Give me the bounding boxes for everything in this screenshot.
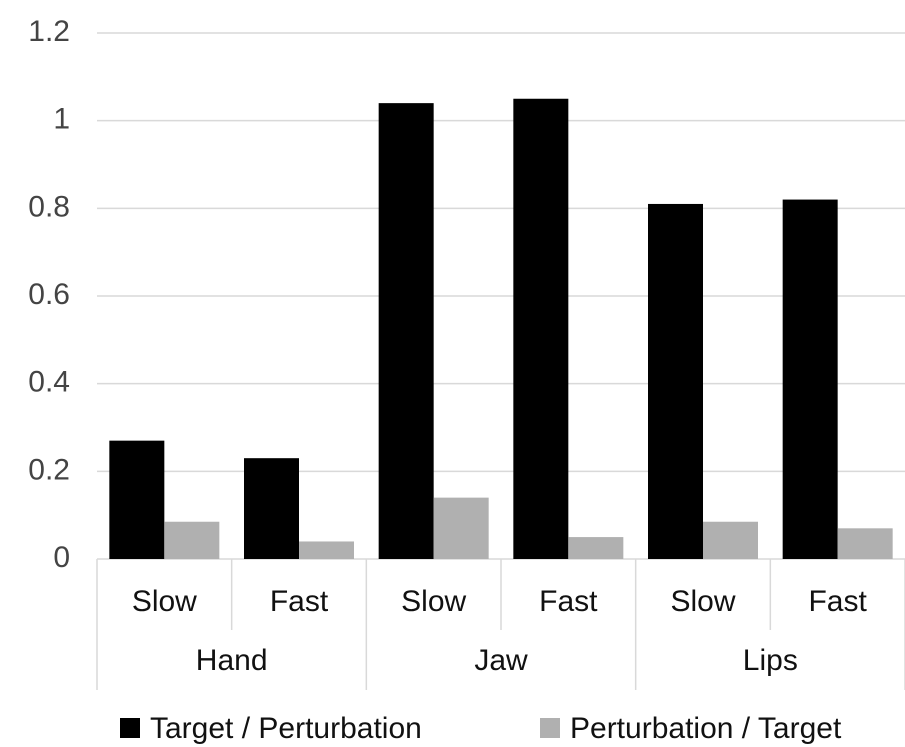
- bar: [433, 497, 489, 559]
- y-tick-label: 0: [53, 541, 70, 574]
- bar: [244, 458, 299, 559]
- x-tick-label: Fast: [808, 585, 867, 618]
- legend-label: Perturbation / Target: [570, 712, 842, 745]
- legend-swatch: [540, 718, 560, 738]
- y-tick-label: 0.6: [28, 278, 70, 311]
- x-tick-label: Slow: [670, 585, 735, 618]
- bar: [513, 98, 569, 559]
- legend-swatch: [120, 718, 140, 738]
- group-label: Jaw: [474, 644, 528, 677]
- bar: [299, 541, 354, 559]
- bar: [837, 528, 893, 559]
- bar: [164, 521, 220, 559]
- group-label: Lips: [743, 644, 798, 677]
- y-tick-label: 1: [53, 103, 70, 136]
- x-tick-label: Slow: [132, 585, 197, 618]
- y-tick-label: 0.8: [28, 190, 70, 223]
- legend-label: Target / Perturbation: [150, 712, 422, 745]
- y-tick-label: 1.2: [28, 15, 70, 48]
- y-tick-label: 0.4: [28, 366, 70, 399]
- bar: [648, 203, 703, 559]
- x-tick-label: Fast: [270, 585, 329, 618]
- x-tick-label: Fast: [539, 585, 598, 618]
- bar: [568, 537, 624, 559]
- x-tick-label: Slow: [401, 585, 466, 618]
- bar: [378, 103, 434, 559]
- bar: [109, 440, 165, 559]
- y-tick-label: 0.2: [28, 453, 70, 486]
- bar: [703, 521, 758, 559]
- bar: [782, 199, 838, 560]
- group-label: Hand: [196, 644, 268, 677]
